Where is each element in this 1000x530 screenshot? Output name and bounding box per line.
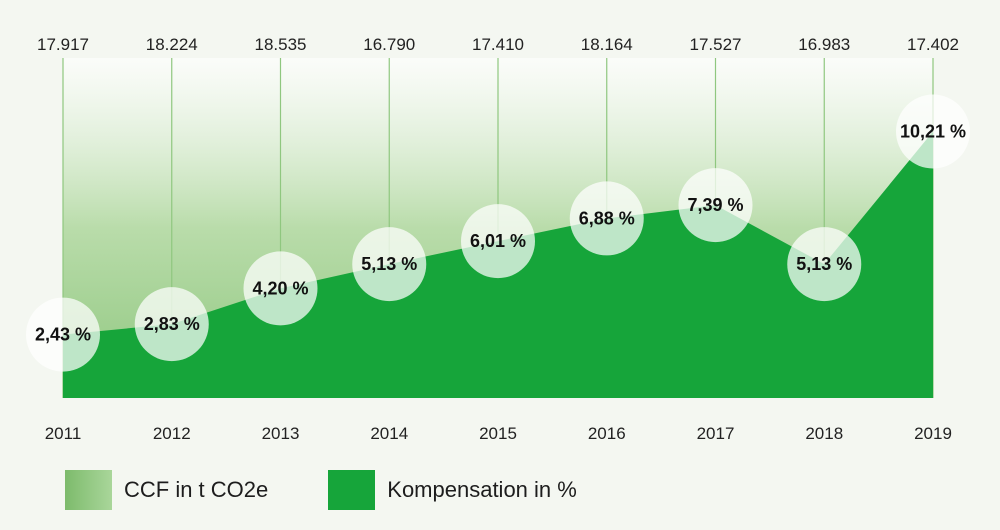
ccf-value-2013: 18.535 bbox=[255, 35, 307, 54]
year-label-2011: 2011 bbox=[45, 424, 82, 443]
kompensation-label-2013: 4,20 % bbox=[252, 278, 308, 298]
data-point-2014 bbox=[352, 227, 427, 302]
kompensation-label-2012: 2,83 % bbox=[144, 314, 200, 334]
data-point-2016 bbox=[569, 181, 644, 256]
data-point-2018 bbox=[787, 227, 862, 302]
legend-item-kompensation: Kompensation in % bbox=[328, 470, 577, 510]
year-label-2018: 2018 bbox=[805, 424, 843, 443]
year-label-2017: 2017 bbox=[697, 424, 735, 443]
ccf-value-2012: 18.224 bbox=[146, 35, 198, 54]
chart: 2,43 % 2,83 % 4,20 % 5,13 % 6,01 % 6,88 % 7,39… bbox=[26, 35, 970, 443]
year-label-2016: 2016 bbox=[588, 424, 626, 443]
data-point-2011 bbox=[26, 297, 100, 372]
legend-swatch-ccf bbox=[65, 470, 112, 510]
year-label-2019: 2019 bbox=[914, 424, 952, 443]
legend-item-ccf: CCF in t CO2e bbox=[65, 470, 268, 510]
kompensation-label-2016: 6,88 % bbox=[579, 208, 635, 228]
ccf-value-2018: 16.983 bbox=[798, 35, 850, 54]
ccf-value-2019: 17.402 bbox=[907, 35, 959, 54]
data-point-2015 bbox=[461, 204, 535, 279]
kompensation-label-2017: 7,39 % bbox=[687, 195, 743, 215]
legend-swatch-kompensation bbox=[328, 470, 376, 510]
legend-label-kompensation: Kompensation in % bbox=[387, 477, 577, 502]
ccf-value-2017: 17.527 bbox=[690, 35, 742, 54]
year-label-2014: 2014 bbox=[370, 424, 408, 443]
year-label-2013: 2013 bbox=[262, 424, 300, 443]
ccf-value-2016: 18.164 bbox=[581, 35, 633, 54]
kompensation-label-2011: 2,43 % bbox=[35, 325, 91, 345]
year-label-2012: 2012 bbox=[153, 424, 191, 443]
ccf-value-2014: 16.790 bbox=[363, 35, 415, 54]
data-point-2012 bbox=[134, 287, 209, 362]
ccf-value-2015: 17.410 bbox=[472, 35, 524, 54]
data-point-2013 bbox=[243, 251, 318, 326]
legend: CCF in t CO2e Kompensation in % bbox=[65, 470, 637, 510]
kompensation-label-2019: 10,21 % bbox=[900, 122, 966, 142]
year-label-2015: 2015 bbox=[479, 424, 517, 443]
data-point-2019 bbox=[896, 94, 970, 169]
ccf-value-2011: 17.917 bbox=[37, 35, 89, 54]
kompensation-label-2018: 5,13 % bbox=[796, 254, 852, 274]
kompensation-label-2014: 5,13 % bbox=[361, 254, 417, 274]
data-point-2017 bbox=[678, 168, 753, 243]
kompensation-label-2015: 6,01 % bbox=[470, 231, 526, 251]
legend-label-ccf: CCF in t CO2e bbox=[124, 477, 269, 502]
